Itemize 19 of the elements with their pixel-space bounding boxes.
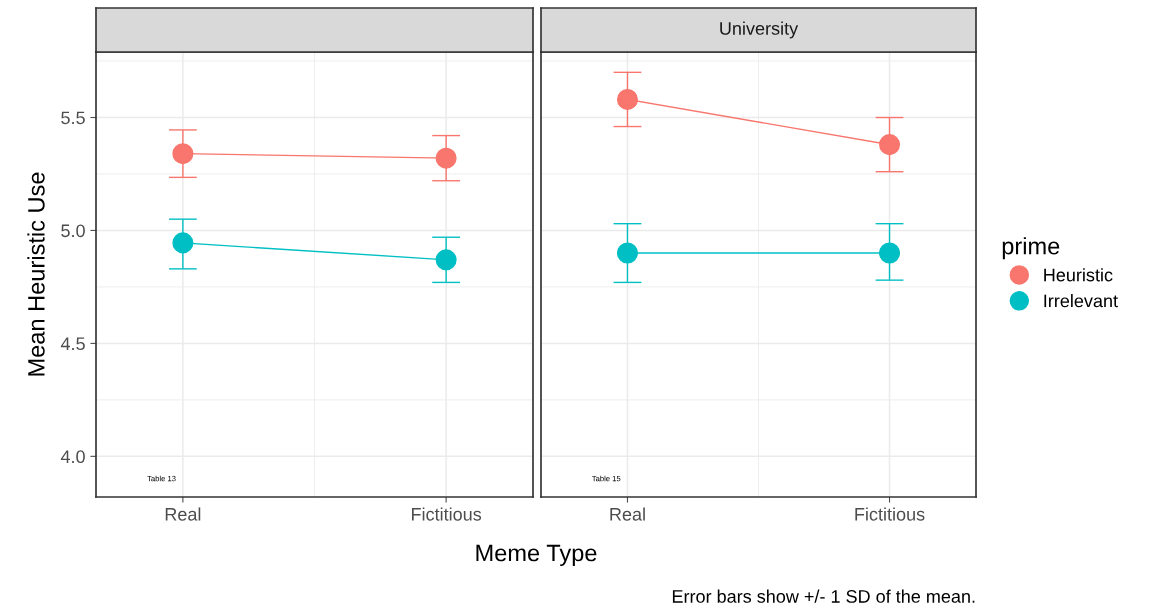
y-tick-label: 4.5 bbox=[60, 337, 85, 351]
chart-title: University bbox=[720, 21, 799, 39]
x-tick-label: Real bbox=[165, 507, 201, 521]
y-tick-label: 4.0 bbox=[60, 450, 85, 464]
x-tick-label: Fictitious bbox=[855, 507, 925, 521]
point bbox=[435, 147, 457, 169]
point bbox=[172, 232, 194, 254]
legend-label: Irrelevant bbox=[1044, 294, 1118, 308]
y-axis-title: Mean Heuristic Use bbox=[27, 172, 45, 376]
x-axis-title: Meme Type bbox=[476, 544, 597, 567]
point bbox=[172, 143, 194, 165]
text: Error bars show +/- 1 SD of the mean. bbox=[672, 589, 975, 603]
legend-title: prime bbox=[1002, 237, 1060, 260]
x-tick-label: Real bbox=[610, 507, 645, 521]
x-tick-label: Fictitious bbox=[411, 507, 482, 521]
y-tick-label: 5.0 bbox=[61, 224, 85, 238]
y-tick-label: 5.5 bbox=[61, 111, 85, 125]
point bbox=[435, 249, 457, 271]
legend-label: Heuristic bbox=[1044, 268, 1113, 282]
